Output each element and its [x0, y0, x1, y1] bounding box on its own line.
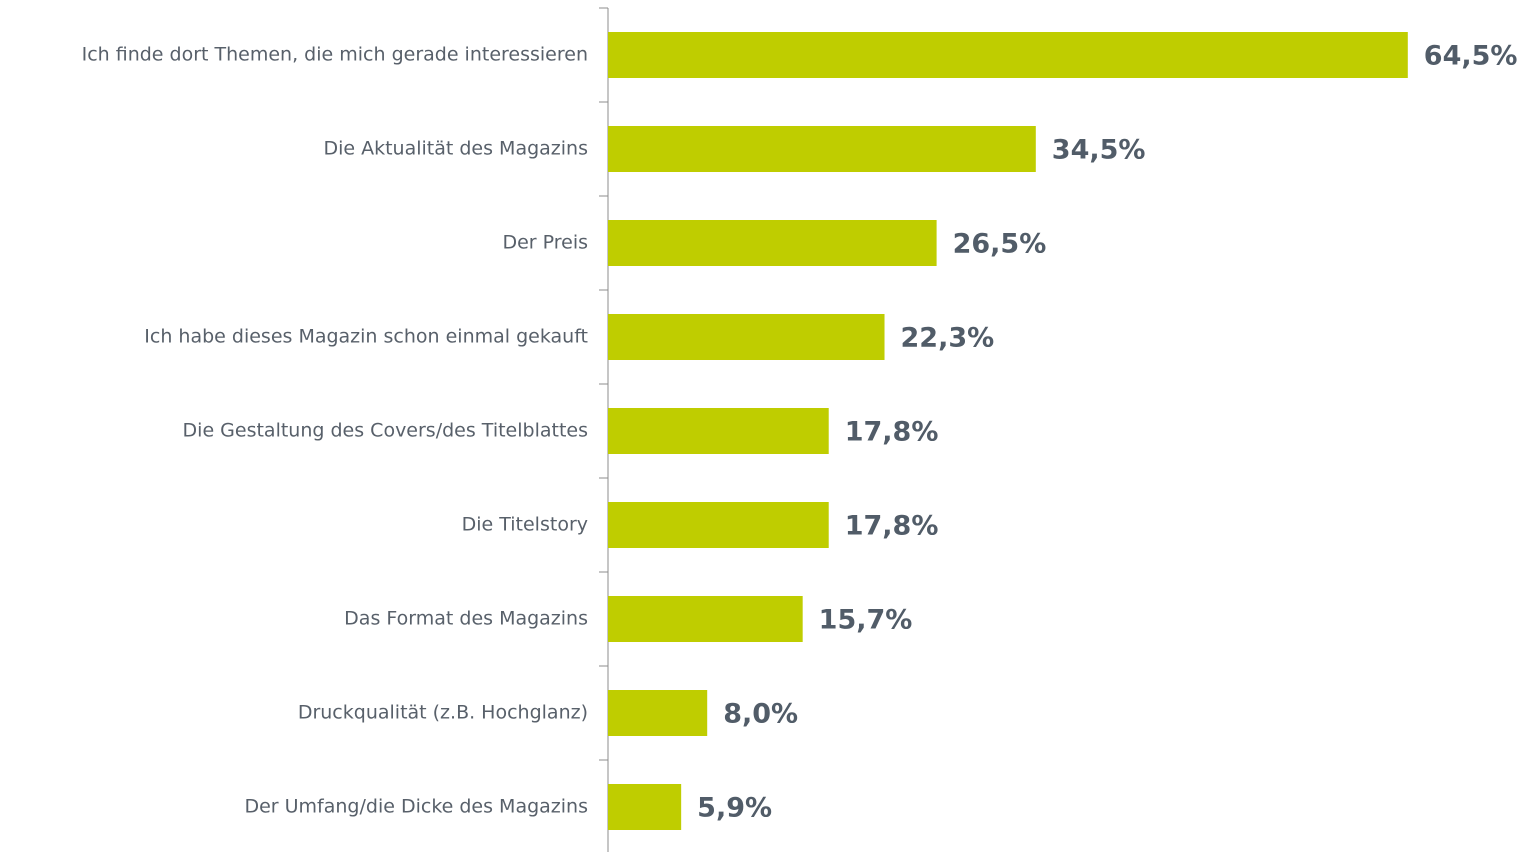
category-label: Der Umfang/die Dicke des Magazins	[244, 796, 588, 818]
bar	[608, 220, 937, 266]
bar	[608, 408, 829, 454]
category-label: Die Titelstory	[462, 514, 588, 536]
value-label: 34,5%	[1052, 135, 1146, 166]
value-label: 8,0%	[723, 699, 798, 730]
category-label: Ich finde dort Themen, die mich gerade i…	[82, 44, 588, 66]
value-label: 26,5%	[953, 229, 1047, 260]
value-label: 22,3%	[901, 323, 995, 354]
value-label: 64,5%	[1424, 41, 1518, 72]
value-label: 17,8%	[845, 417, 939, 448]
bar	[608, 126, 1036, 172]
value-label: 5,9%	[697, 793, 772, 824]
category-label: Das Format des Magazins	[344, 608, 588, 630]
bar	[608, 690, 708, 736]
bar	[608, 784, 682, 830]
bar	[608, 32, 1408, 78]
bar	[608, 502, 829, 548]
value-label: 15,7%	[819, 605, 913, 636]
value-label: 17,8%	[845, 511, 939, 542]
category-label: Die Gestaltung des Covers/des Titelblatt…	[183, 420, 588, 442]
category-label: Der Preis	[502, 232, 588, 254]
category-label: Ich habe dieses Magazin schon einmal gek…	[144, 326, 588, 348]
bar	[608, 314, 885, 360]
bar	[608, 596, 803, 642]
category-label: Druckqualität (z.B. Hochglanz)	[298, 702, 588, 724]
category-label: Die Aktualität des Magazins	[323, 138, 588, 160]
